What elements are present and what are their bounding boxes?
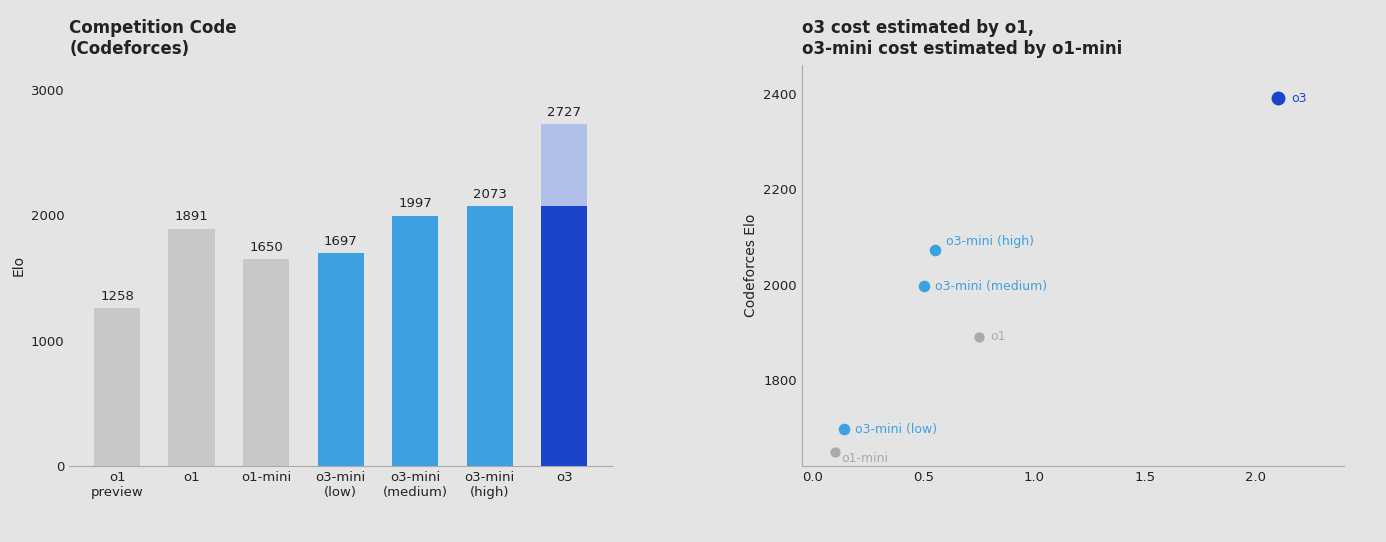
Bar [243, 259, 290, 466]
Text: o1: o1 [990, 330, 1006, 343]
Text: 1258: 1258 [100, 290, 134, 303]
Text: 2727: 2727 [547, 106, 581, 119]
Text: o3 cost estimated by o1,
o3-mini cost estimated by o1-mini: o3 cost estimated by o1, o3-mini cost es… [802, 19, 1123, 58]
Point [912, 282, 934, 291]
Y-axis label: Elo: Elo [11, 255, 25, 276]
Text: 1891: 1891 [175, 210, 208, 223]
Text: 1697: 1697 [324, 235, 358, 248]
Text: 2073: 2073 [473, 188, 506, 201]
Point [823, 448, 845, 456]
Point [1267, 94, 1289, 103]
Bar [317, 254, 363, 466]
Text: o1-mini: o1-mini [841, 453, 888, 466]
Text: o3-mini (high): o3-mini (high) [945, 235, 1034, 248]
Bar [94, 308, 140, 466]
Y-axis label: Codeforces Elo: Codeforces Elo [744, 214, 758, 317]
Text: Competition Code
(Codeforces): Competition Code (Codeforces) [69, 19, 237, 58]
Text: 1650: 1650 [249, 241, 283, 254]
Point [923, 246, 945, 254]
Text: o3-mini (medium): o3-mini (medium) [934, 280, 1046, 293]
Point [833, 425, 855, 434]
Bar [541, 207, 588, 466]
Bar [392, 216, 438, 466]
Bar [169, 229, 215, 466]
Text: 1997: 1997 [398, 197, 432, 210]
Text: o3-mini (low): o3-mini (low) [855, 423, 937, 436]
Text: o3: o3 [1292, 92, 1307, 105]
Bar [541, 124, 588, 207]
Bar [467, 207, 513, 466]
Point [967, 332, 990, 341]
